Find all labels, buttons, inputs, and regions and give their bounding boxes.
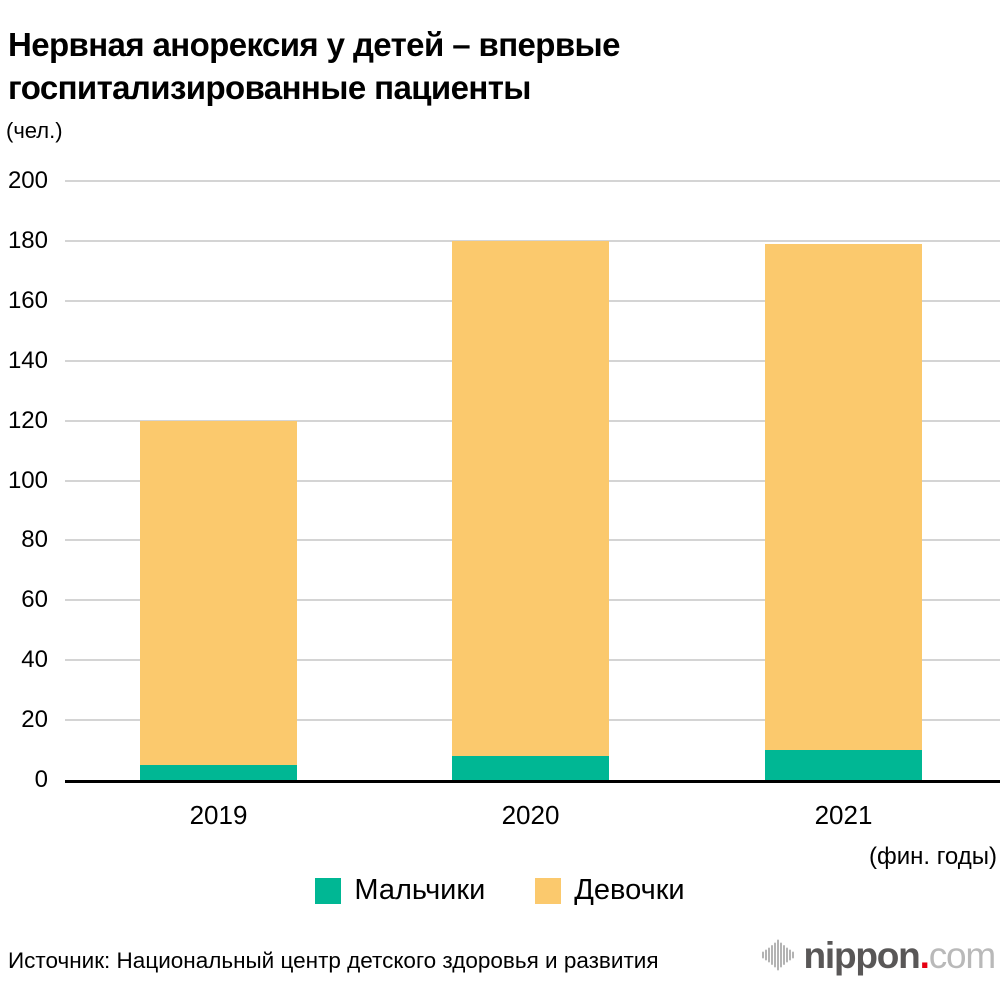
source-attribution: Источник: Национальный центр детского зд…: [8, 948, 659, 973]
bar-segment-2020-Девочки: [452, 240, 609, 757]
legend-label-boys: Мальчики: [354, 874, 486, 906]
boys-color-swatch: [315, 877, 342, 904]
girls-color-swatch: [535, 877, 562, 904]
y-tick-label-160: 160: [7, 286, 48, 314]
x-tick-label-2020: 2020: [501, 800, 560, 830]
bar-2019: [140, 420, 297, 780]
logo-dot: .: [919, 934, 930, 976]
bar-2021: [765, 243, 922, 780]
y-tick-label-100: 100: [7, 466, 48, 494]
y-tick-label-200: 200: [7, 167, 48, 194]
soundwave-bars-icon: [761, 936, 796, 974]
y-tick-label-180: 180: [7, 226, 48, 254]
logo-tld: com: [928, 934, 997, 976]
y-tick-label-140: 140: [7, 346, 48, 374]
bar-segment-2021-Мальчики: [765, 750, 922, 780]
y-tick-label-120: 120: [7, 406, 48, 434]
gridline-200: [65, 180, 1000, 182]
legend-item-girls: Девочки: [535, 874, 685, 907]
y-tick-label-20: 20: [21, 706, 48, 734]
page-title: Нервная анорексия у детей – впервые госп…: [8, 24, 868, 110]
y-tick-label-80: 80: [21, 526, 48, 554]
x-tick-label-2021: 2021: [814, 800, 873, 830]
bar-segment-2020-Мальчики: [452, 756, 609, 780]
legend-item-boys: Мальчики: [315, 874, 485, 907]
y-tick-label-40: 40: [21, 646, 48, 674]
title-line-1: Нервная анорексия у детей – впервые: [8, 26, 620, 64]
y-axis-unit-label: (чел.): [6, 118, 63, 143]
y-tick-label-0: 0: [34, 766, 48, 793]
bar-segment-2019-Мальчики: [140, 765, 297, 780]
y-tick-label-60: 60: [21, 586, 48, 614]
bar-segment-2021-Девочки: [765, 243, 922, 751]
logo-name: nippon: [803, 934, 921, 976]
title-line-2: госпитализированные пациенты: [8, 69, 531, 106]
x-axis-tick-labels: 2019 2020 2021: [65, 800, 1000, 836]
x-axis-note: (фин. годы): [868, 843, 997, 870]
y-axis-tick-labels: 0 20 40 60 80 100 120 140 160 180 200: [0, 168, 48, 793]
gridline-180: [65, 239, 1000, 242]
bar-segment-2019-Девочки: [140, 420, 297, 766]
bar-2020: [452, 240, 609, 780]
chart-legend: Мальчики Девочки: [0, 874, 1000, 907]
nippon-com-logo: nippon.com: [761, 934, 997, 976]
x-tick-label-2019: 2019: [189, 800, 248, 830]
plot-area: [65, 180, 1000, 783]
nippon-com-wordmark: nippon.com: [803, 934, 997, 976]
legend-label-girls: Девочки: [574, 874, 685, 906]
